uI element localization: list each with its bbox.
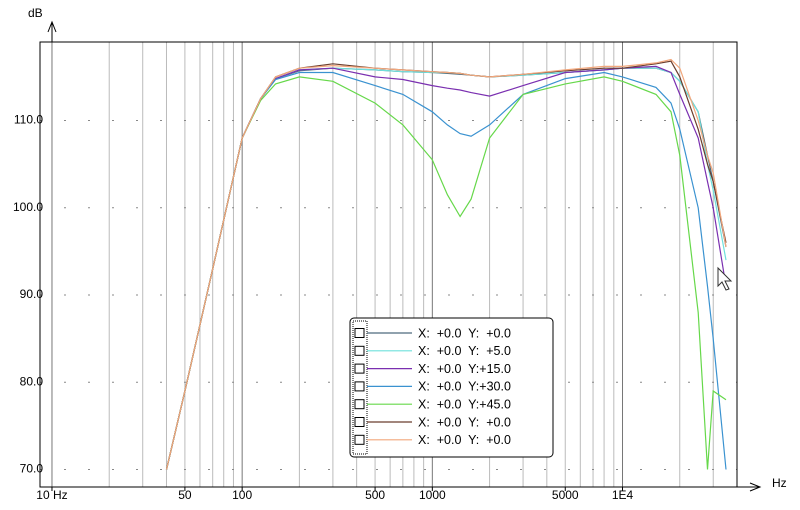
series-line (165, 76, 727, 470)
legend-checkbox (354, 399, 365, 410)
x-tick-label: 1E4 (612, 488, 634, 502)
legend: X: +0.0 Y: +0.0 X: +0.0 Y: +5.0 X: +0.0 Y:… (349, 317, 554, 458)
y-tick-label: 90.0 (20, 287, 44, 301)
y-tick-label: 110.0 (14, 113, 43, 127)
legend-label: X: +0.0 Y: +0.0 (418, 433, 511, 447)
series-line (165, 58, 727, 470)
plot-frame (39, 41, 738, 488)
y-tick-label: 70.0 (20, 462, 44, 476)
series-lines (165, 58, 727, 470)
x-arrow-head (749, 482, 762, 492)
legend-label: X: +0.0 Y:+30.0 (418, 380, 511, 394)
x-tick-label: 100 (232, 488, 252, 502)
legend-checkbox (354, 381, 365, 392)
legend-label: X: +0.0 Y: +0.0 (418, 415, 511, 429)
x-tick-label: 500 (365, 488, 385, 502)
legend-checkbox (354, 328, 365, 338)
x-axis-label: Hz (772, 476, 787, 490)
legend-focus (352, 320, 368, 455)
y-tick-label: 100.0 (13, 200, 43, 214)
legend-checkbox (354, 434, 365, 445)
legend-label: X: +0.0 Y:+45.0 (418, 397, 511, 411)
y-arrow-head (47, 20, 57, 33)
legend-checkbox (354, 417, 365, 427)
x-tick-label: 10 Hz (36, 488, 67, 502)
y-tick-label: 80.0 (20, 374, 44, 388)
cursor (717, 266, 733, 291)
legend-label: X: +0.0 Y: +0.0 (418, 326, 511, 340)
legend-checkbox (354, 345, 365, 356)
legend-label: X: +0.0 Y: +5.0 (418, 344, 511, 358)
x-tick-label: 1000 (419, 488, 446, 502)
x-tick-label: 5000 (552, 488, 579, 502)
legend-checkbox (354, 363, 365, 374)
x-tick-label: 50 (178, 488, 192, 502)
y-axis-label: dB (28, 6, 43, 20)
legend-label: X: +0.0 Y:+15.0 (418, 362, 511, 376)
